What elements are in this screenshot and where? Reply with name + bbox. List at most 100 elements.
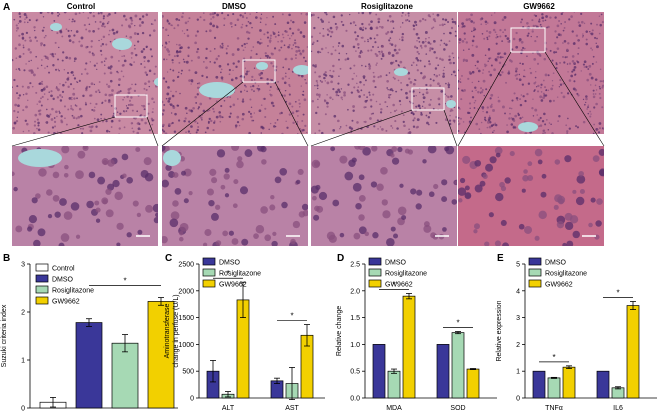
nucleus-dot [419,107,422,110]
nucleus-dot [271,240,278,246]
nucleus-dot [378,50,381,53]
nucleus-dot [112,31,116,35]
nucleus-dot [135,53,138,57]
nucleus-dot [104,99,107,102]
nucleus-dot [110,104,113,107]
nucleus-dot [256,87,259,90]
nucleus-dot [337,119,340,123]
nucleus-dot [363,94,366,96]
nucleus-dot [279,167,288,176]
column-title-control: Control [66,2,96,11]
nucleus-dot [332,199,340,207]
nucleus-dot [58,69,60,72]
nucleus-dot [364,79,367,82]
nucleus-dot [350,91,354,94]
nucleus-dot [459,81,462,83]
nucleus-dot [454,34,457,37]
nucleus-dot [442,18,445,21]
nucleus-dot [539,23,542,26]
nucleus-dot [320,47,324,51]
nucleus-dot [494,123,498,127]
nucleus-dot [221,12,224,15]
nucleus-dot [458,87,460,90]
nucleus-dot [512,37,516,41]
nucleus-dot [486,36,489,39]
nucleus-dot [47,58,49,60]
nucleus-dot [266,36,270,39]
nucleus-dot [448,55,451,58]
nucleus-dot [198,82,201,85]
bar [532,370,546,399]
bar [147,301,175,409]
nucleus-dot [169,97,172,99]
nucleus-dot [460,98,463,101]
nucleus-dot [359,56,362,59]
nucleus-dot [535,71,537,73]
nucleus-dot [273,125,276,128]
nucleus-dot [345,124,348,127]
nucleus-dot [400,110,403,113]
nucleus-dot [171,61,174,64]
nucleus-dot [210,18,212,20]
nucleus-dot [47,131,50,134]
nucleus-dot [420,47,423,49]
nucleus-dot [393,77,396,80]
nucleus-dot [458,116,460,119]
nucleus-dot [41,95,44,99]
nucleus-dot [330,75,334,78]
nucleus-dot [289,27,292,30]
nucleus-dot [472,21,475,24]
nucleus-dot [521,62,524,66]
nucleus-dot [61,59,64,62]
nucleus-dot [213,120,216,123]
nucleus-dot [543,57,547,61]
nucleus-dot [41,80,44,83]
nucleus-dot [451,52,454,55]
nucleus-dot [219,120,222,123]
nucleus-dot [194,34,198,37]
nucleus-dot [522,46,525,50]
legend-label: Rosiglitazone [219,271,261,278]
nucleus-dot [82,94,85,98]
nucleus-dot [22,130,25,133]
nucleus-dot [197,56,201,59]
nucleus-dot [601,84,604,87]
nucleus-dot [361,28,365,32]
nucleus-dot [441,23,444,27]
nucleus-dot [408,15,410,17]
nucleus-dot [278,49,281,52]
nucleus-dot [130,57,133,59]
nucleus-dot [495,33,498,36]
nucleus-dot [245,85,247,88]
nucleus-dot [122,110,125,112]
nucleus-dot [595,61,598,63]
nucleus-dot [434,67,438,70]
nucleus-dot [88,29,91,33]
nucleus-dot [388,52,391,55]
nucleus-dot [326,81,330,85]
nucleus-dot [521,18,524,21]
nucleus-dot [232,203,238,209]
nucleus-dot [38,168,47,177]
nucleus-dot [245,24,248,27]
nucleus-dot [93,117,96,120]
y-tick-label: 500 [182,369,194,376]
nucleus-dot [553,204,559,210]
nucleus-dot [601,86,604,89]
nucleus-dot [172,69,175,72]
nucleus-dot [136,131,140,134]
nucleus-dot [390,30,394,34]
nucleus-dot [264,23,267,26]
nucleus-dot [52,194,60,202]
nucleus-dot [102,199,108,205]
nucleus-dot [315,93,319,96]
nucleus-dot [65,28,68,30]
nucleus-dot [67,29,70,32]
nucleus-dot [332,128,336,132]
nucleus-dot [167,34,170,37]
nucleus-dot [482,69,485,71]
nucleus-dot [329,26,333,30]
nucleus-dot [471,81,474,84]
nucleus-dot [244,67,247,69]
nucleus-dot [150,117,154,120]
